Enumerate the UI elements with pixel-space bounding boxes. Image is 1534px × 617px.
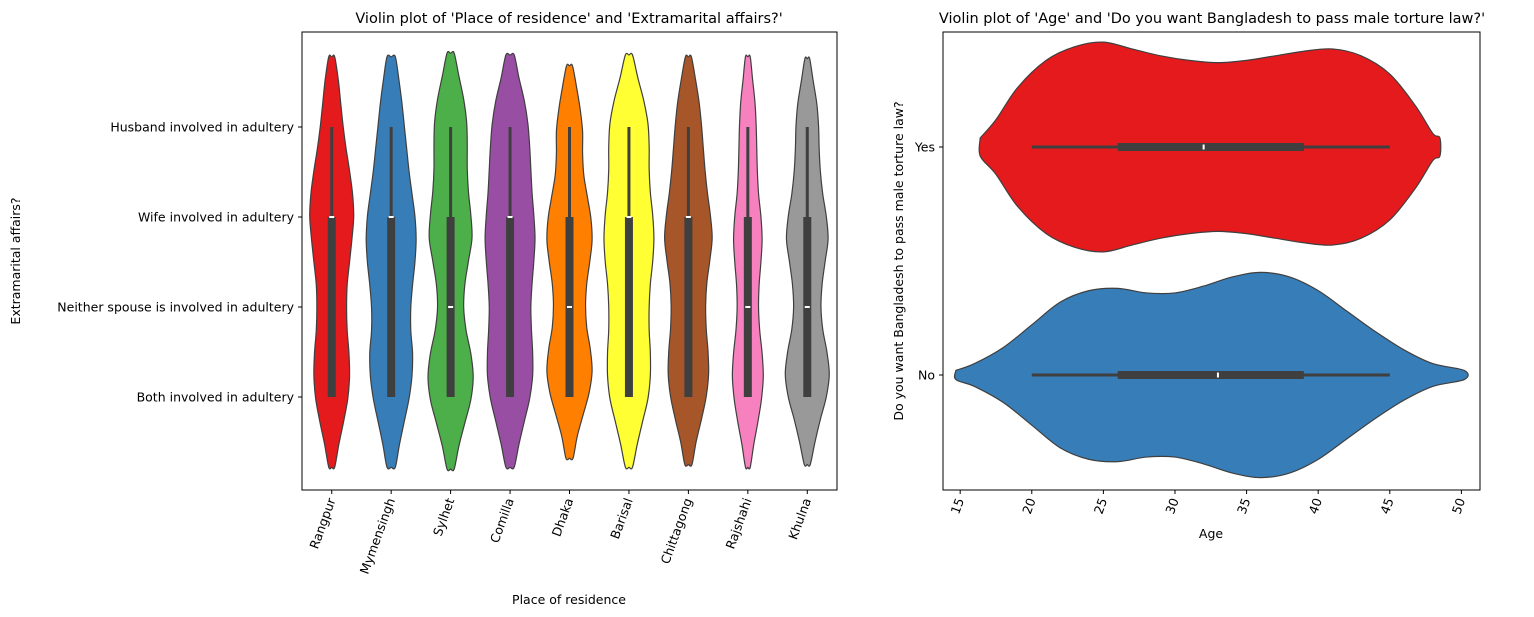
right-x-tick-label: 45	[1377, 496, 1397, 516]
right-x-tick-label: 25	[1091, 496, 1111, 516]
right-x-tick-label: 50	[1449, 496, 1469, 516]
left-x-tick-label: Rajshahi	[722, 496, 754, 551]
right-x-tick-label: 35	[1234, 496, 1254, 516]
left-x-tick-label: Khulna	[785, 496, 814, 542]
left-x-tick-label: Chittagong	[658, 496, 696, 566]
right-plot-frame	[942, 31, 1481, 491]
left-y-tick-label: Husband involved in adultery	[110, 120, 294, 135]
right-x-tick-label: 20	[1019, 496, 1039, 516]
left-x-tick-label: Dhaka	[549, 496, 577, 539]
right-y-tick-label: Yes	[914, 140, 935, 155]
right-violin-chart: Violin plot of 'Age' and 'Do you want Ba…	[891, 11, 1485, 541]
right-x-tick-label: 30	[1162, 496, 1182, 516]
left-x-tick-label: Rangpur	[306, 495, 338, 551]
right-y-ticks: Yes No	[914, 140, 943, 383]
right-violins-group	[953, 41, 1469, 479]
right-x-tick-label: 15	[947, 496, 967, 516]
right-chart-title: Violin plot of 'Age' and 'Do you want Ba…	[939, 11, 1485, 27]
left-y-axis-label: Extramarital affairs?	[8, 197, 23, 324]
right-x-axis-label: Age	[1199, 526, 1223, 541]
left-x-tick-label: Sylhet	[430, 496, 458, 538]
left-x-ticks: Rangpur Mymensingh Sylhet Comilla Dhaka Baris…	[306, 490, 814, 576]
left-violin-chart: Violin plot of 'Place of residence' and …	[8, 11, 838, 607]
right-x-ticks: 15 20 25 30 35 40 45 50	[947, 490, 1468, 516]
left-x-axis-label: Place of residence	[512, 592, 626, 607]
left-y-tick-label: Neither spouse is involved in adultery	[57, 300, 294, 315]
left-x-tick-label: Comilla	[487, 496, 517, 545]
left-y-tick-label: Wife involved in adultery	[138, 210, 295, 225]
left-chart-title: Violin plot of 'Place of residence' and …	[355, 11, 782, 27]
right-y-tick-label: No	[918, 368, 935, 383]
left-x-tick-label: Mymensingh	[357, 496, 398, 576]
left-violins-group	[309, 50, 830, 472]
right-y-axis-label: Do you want Bangladesh to pass male tort…	[891, 101, 906, 420]
left-y-ticks: Both involved in adultery Neither spouse …	[57, 120, 302, 405]
right-x-tick-label: 40	[1305, 496, 1325, 516]
left-y-tick-label: Both involved in adultery	[137, 390, 295, 405]
left-x-tick-label: Barisal	[607, 496, 636, 541]
